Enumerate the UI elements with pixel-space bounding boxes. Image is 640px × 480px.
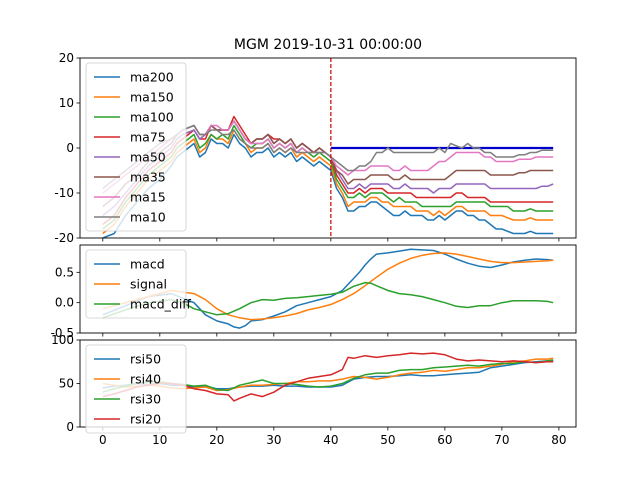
y-tick-label: -0.5 [51,326,74,340]
y-tick-label: 100 [51,333,74,347]
series-line-ma200 [102,133,554,238]
legend: macd signal macd_diff [85,249,191,319]
y-tick-label: 0 [66,420,74,434]
legend-label-ma200: ma200 [130,70,174,85]
legend-label-rsi20: rsi20 [130,412,161,427]
y-tick-label: 20 [59,51,74,65]
y-tick-label: 10 [59,96,74,110]
legend-label-rsi50: rsi50 [130,352,161,367]
x-tick-label: 30 [266,433,281,447]
x-tick-label: 50 [380,433,395,447]
legend-label-ma75: ma75 [130,130,166,145]
x-tick-label: 70 [494,433,509,447]
legend-label-rsi40: rsi40 [130,372,161,387]
x-tick-label: 0 [99,433,107,447]
chart-title: MGM 2019-10-31 00:00:00 [234,37,422,53]
legend-label-ma35: ma35 [130,170,166,185]
x-tick-label: 40 [323,433,338,447]
series-line-ma15 [102,120,554,194]
x-tick-label: 60 [437,433,452,447]
legend-label-ma100: ma100 [130,110,174,125]
y-tick-label: 0.0 [55,296,74,310]
x-tick-label: 10 [152,433,167,447]
x-tick-label: 20 [209,433,224,447]
legend-box [85,62,187,232]
legend-label-ma50: ma50 [130,150,166,165]
panel-macd: -0.5 0.0 0.5 macd signal macd_diff [51,244,577,340]
series-line-ma100 [102,124,554,230]
series-line-macd [102,248,554,329]
x-tick-label: 80 [551,433,566,447]
series-group [102,115,554,238]
legend-label-macd-diff: macd_diff [130,297,191,312]
y-tick-label: -10 [54,186,74,200]
series-line-signal [102,252,554,321]
y-tick-label: 50 [59,377,74,391]
series-line-ma10 [102,124,554,190]
legend: ma200 ma150 ma100 ma75 ma50 ma35 ma15 ma10 [85,62,187,232]
legend-label-rsi30: rsi30 [130,392,161,407]
y-tick-label: 0 [66,141,74,155]
y-tick-label: -20 [54,231,74,245]
legend-label-ma15: ma15 [130,190,166,205]
legend-label-ma10: ma10 [130,210,166,225]
panels: -20-1001020ma200ma150ma100ma75ma50ma35ma… [51,51,577,447]
legend-label-signal: signal [130,277,167,292]
legend: rsi50 rsi40 rsi30 rsi20 [85,344,187,434]
legend-box [85,249,187,319]
axes-frame [79,244,577,334]
series-group [102,248,554,329]
legend-label-ma150: ma150 [130,90,174,105]
legend-box [85,344,187,434]
series-line-macd-diff [102,281,554,319]
panel-moving-averages: -20-1001020ma200ma150ma100ma75ma50ma35ma… [54,51,577,245]
y-tick-label: 0.5 [55,265,74,279]
legend-label-macd: macd [130,257,165,272]
